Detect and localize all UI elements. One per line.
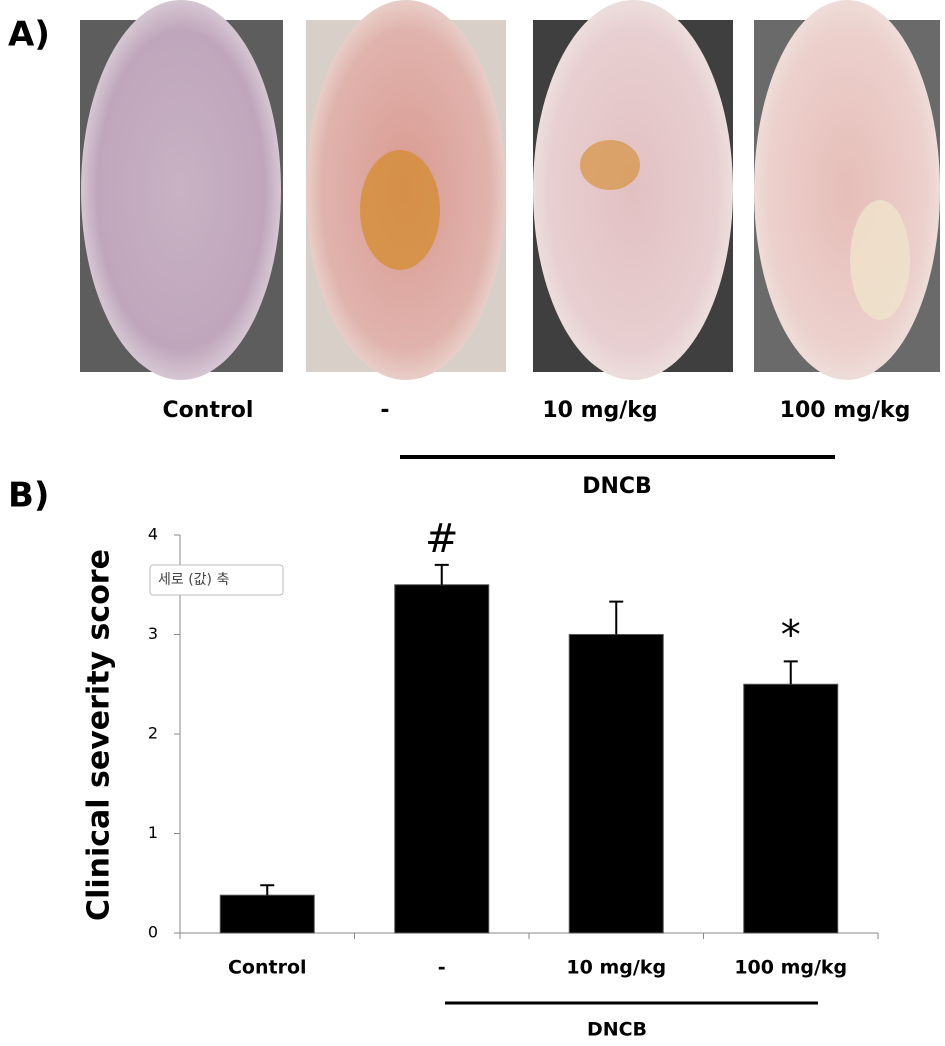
y-tick-label: 1 bbox=[148, 823, 158, 842]
caption: 100 mg/kg bbox=[780, 398, 911, 423]
group-label: DNCB bbox=[582, 474, 652, 499]
group-label: DNCB bbox=[587, 1019, 647, 1041]
y-tick-label: 2 bbox=[148, 724, 158, 743]
lesion bbox=[580, 140, 640, 190]
y-tick-label: 0 bbox=[148, 923, 158, 942]
panel-label: B) bbox=[8, 476, 49, 516]
photos bbox=[80, 0, 940, 380]
x-tick-label: Control bbox=[228, 957, 307, 979]
caption: 10 mg/kg bbox=[542, 398, 657, 423]
x-tick-label: - bbox=[438, 957, 446, 979]
chart: 0 1 2 3 4 Control - #10 mg/kg 100 mg/kg * bbox=[148, 516, 879, 979]
photo-skin bbox=[81, 0, 281, 380]
bar bbox=[394, 584, 490, 934]
x-tick-label: 10 mg/kg bbox=[566, 957, 666, 979]
photo-skin bbox=[533, 0, 733, 380]
error-bar bbox=[434, 563, 449, 585]
caption: - bbox=[380, 398, 389, 423]
bar bbox=[219, 894, 315, 934]
lesion bbox=[850, 200, 910, 320]
tooltip bbox=[149, 564, 284, 596]
bar bbox=[743, 683, 839, 934]
y-axis-title: Clinical severity score bbox=[82, 549, 117, 921]
error-bar bbox=[609, 600, 624, 635]
tooltip-text: 세로 (값) 축 bbox=[158, 572, 229, 588]
photo-skin bbox=[754, 0, 940, 380]
y-tick-label: 3 bbox=[148, 624, 158, 643]
panel-label: A) bbox=[8, 15, 50, 55]
y-tick-label: 4 bbox=[148, 525, 158, 544]
caption: Control bbox=[163, 398, 254, 423]
error-bar bbox=[783, 660, 798, 685]
x-tick-label: 100 mg/kg bbox=[734, 957, 847, 979]
bar bbox=[568, 634, 664, 934]
error-bar bbox=[260, 884, 275, 896]
significance-marker: * bbox=[781, 612, 801, 658]
significance-marker: # bbox=[425, 516, 459, 562]
lesion bbox=[360, 150, 440, 270]
